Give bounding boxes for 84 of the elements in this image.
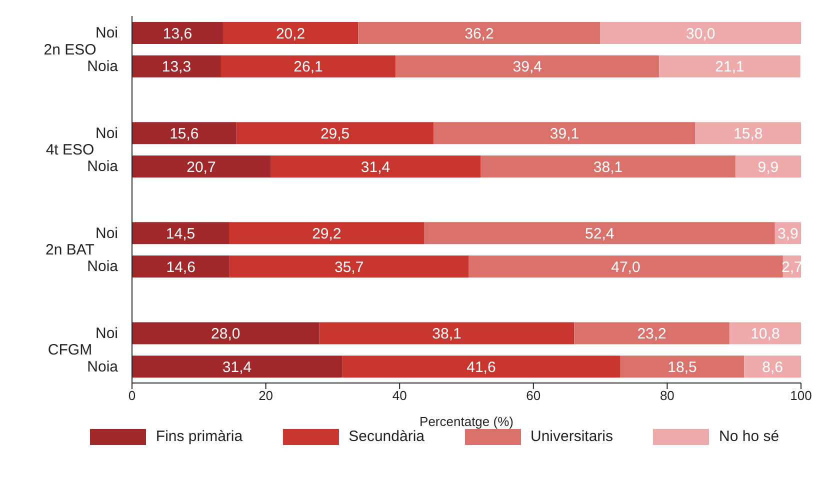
bar [600,22,801,44]
data-label: 28,0 [211,326,240,343]
data-label: 13,3 [162,58,192,76]
data-label: 36,2 [464,25,494,42]
bar [132,222,230,244]
bar [220,55,396,78]
text: 4t ESO [46,141,94,158]
x-tick-label: 100 [790,388,812,404]
data-label: 47,0 [611,258,640,276]
data-label: 18,5 [668,358,697,376]
data-label: 26,1 [294,58,323,76]
data-label: 31,4 [222,358,252,376]
data-label: 13,6 [162,25,192,42]
bar [480,155,736,178]
data-label: 30,0 [686,25,716,42]
data-label: 3,9 [778,226,798,243]
bar [342,356,620,378]
data-label: 52,4 [585,226,614,243]
data-label: 14,6 [166,258,196,276]
bar [659,55,800,78]
bar [270,155,481,178]
legend-label: Universitaris [530,428,614,445]
bar [132,22,223,44]
data-label: 15,8 [734,125,763,142]
bar [319,322,574,344]
bar [695,122,801,144]
bar [744,356,801,378]
y-tick-label: Noia [87,258,119,276]
legend-label: No ho sé [719,428,780,445]
data-label: 20,2 [276,25,306,42]
bar [424,222,775,244]
data-label: 38,1 [593,158,623,176]
x-tick-label: 80 [660,388,674,404]
x-tick-label: 60 [526,388,541,404]
x-tick-label: 20 [258,388,274,404]
bar [132,256,230,278]
data-label: 20,7 [186,158,216,176]
bar [230,256,469,278]
bar [132,322,320,344]
bar [132,356,342,378]
y-tick-label: Noi [95,124,118,142]
bar [132,155,270,178]
y-tick-label: Noia [87,358,119,376]
x-axis-title: Percentatge (%) [420,414,514,429]
legend-label: Fins primària [156,428,243,445]
y-tick-label: Noia [87,58,119,76]
data-label: 21,1 [715,58,744,76]
legend-label: Secundària [348,428,424,445]
y-tick-label: Noia [87,158,119,176]
bar [735,155,801,178]
bar [729,322,801,344]
bar [434,122,696,144]
data-label: 23,2 [637,326,666,343]
data-label: 31,4 [360,158,390,176]
data-label: 38,1 [432,326,462,343]
x-tick-label: 40 [392,388,407,404]
data-label: 8,6 [762,358,783,376]
bar [358,22,600,44]
x-tick-label: 0 [128,388,136,404]
data-label: 9,9 [758,158,779,176]
y-tick-label: Noi [95,224,118,242]
bar [620,356,744,378]
bar [222,22,358,44]
data-label: 29,2 [312,226,342,243]
text: 2n ESO [44,41,96,58]
text: CFGM [48,342,92,359]
data-label: 41,6 [466,358,496,376]
bar [229,222,424,244]
data-label: 15,6 [170,125,199,142]
bar [132,122,236,144]
data-label: 14,5 [166,226,196,243]
bar [396,55,660,78]
bar [132,55,221,78]
data-label: 35,7 [334,258,364,276]
text: 2n BAT [46,242,94,259]
y-tick-label: Noi [95,324,118,342]
data-label: 39,1 [550,125,580,142]
bar [236,122,434,144]
data-label: 29,5 [320,125,350,142]
bar [574,322,730,344]
data-label: 10,8 [750,326,780,343]
y-tick-label: Noi [95,24,118,42]
bar [468,256,783,278]
data-label: 39,4 [512,58,542,76]
